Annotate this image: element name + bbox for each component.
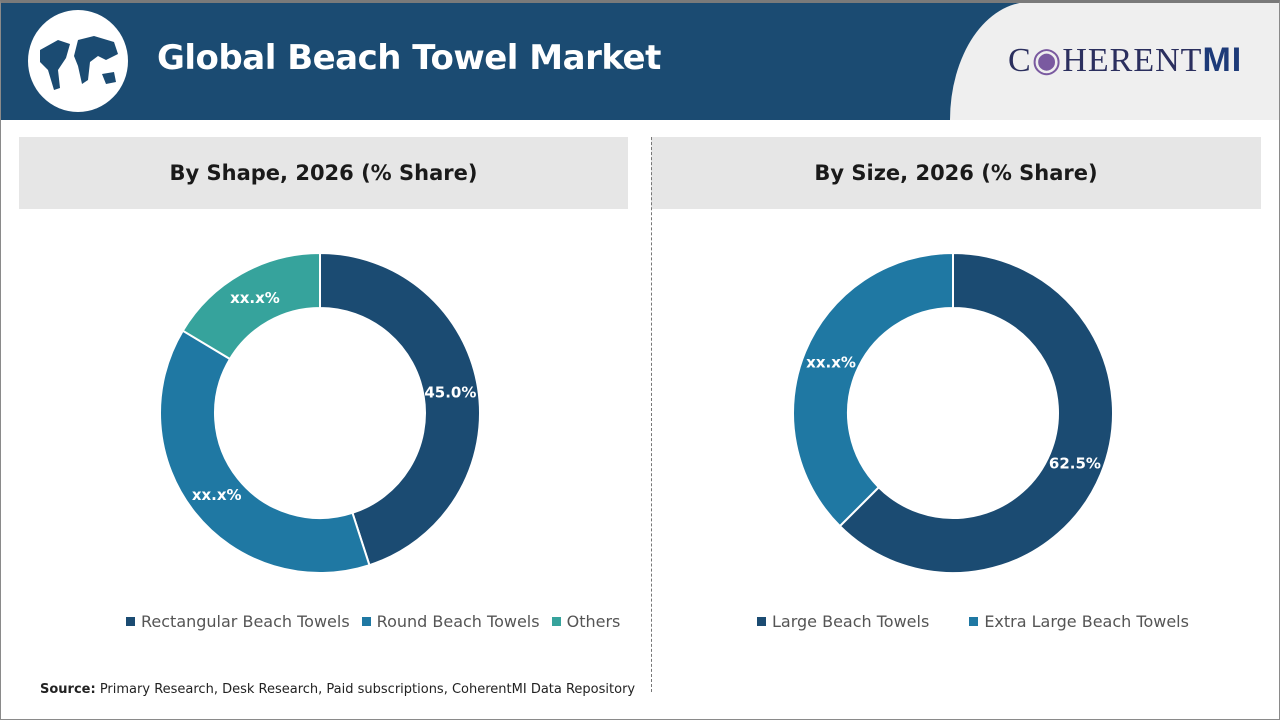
source-label: Source: xyxy=(40,682,96,697)
donut-slice-large-beach-towels xyxy=(838,251,1114,574)
globe-icon xyxy=(28,10,128,112)
legend-swatch xyxy=(551,617,561,626)
data-label: 62.5% xyxy=(1049,455,1101,473)
coherentmi-logo: C◉HERENTMI xyxy=(1008,41,1243,79)
legend-item: Round Beach Towels xyxy=(361,612,540,631)
logo-area xyxy=(950,2,1280,120)
chart-title-shape: By Shape, 2026 (% Share) xyxy=(19,137,628,209)
shape-legend: Rectangular Beach Towels Round Beach Towe… xyxy=(126,612,620,631)
data-label: 45.0% xyxy=(424,383,476,401)
legend-item: Large Beach Towels xyxy=(757,612,929,631)
divider xyxy=(651,137,652,692)
donut-slice-others xyxy=(181,251,321,361)
chart-title-size: By Size, 2026 (% Share) xyxy=(651,137,1261,209)
legend-swatch xyxy=(361,617,371,626)
legend-swatch xyxy=(126,617,135,626)
legend-label: Rectangular Beach Towels xyxy=(141,612,350,631)
data-label: xx.x% xyxy=(806,353,856,371)
donut-slice-extra-large-beach-towels xyxy=(792,251,954,528)
legend-item: Extra Large Beach Towels xyxy=(969,612,1189,631)
legend-label: Others xyxy=(566,612,621,631)
legend-item: Rectangular Beach Towels xyxy=(126,612,350,631)
legend-swatch xyxy=(969,617,979,626)
source-text: Primary Research, Desk Research, Paid su… xyxy=(95,682,636,697)
donut-slice-rectangular-beach-towels xyxy=(319,251,481,567)
size-legend: Large Beach Towels Extra Large Beach Towe… xyxy=(757,612,1189,631)
data-label: xx.x% xyxy=(192,486,242,504)
legend-label: Round Beach Towels xyxy=(376,612,540,631)
legend-label: Extra Large Beach Towels xyxy=(984,612,1189,631)
legend-label: Large Beach Towels xyxy=(772,612,930,631)
shape-donut-chart: 45.0% xx.x% xx.x% xyxy=(159,251,481,574)
legend-item: Others xyxy=(551,612,621,631)
page-title: Global Beach Towel Market xyxy=(157,38,661,78)
source-note: Source: Primary Research, Desk Research,… xyxy=(40,682,635,697)
size-donut-chart: 62.5% xx.x% xyxy=(792,251,1114,574)
data-label: xx.x% xyxy=(230,289,280,307)
donut-slice-round-beach-towels xyxy=(159,329,371,574)
legend-swatch xyxy=(757,617,766,626)
